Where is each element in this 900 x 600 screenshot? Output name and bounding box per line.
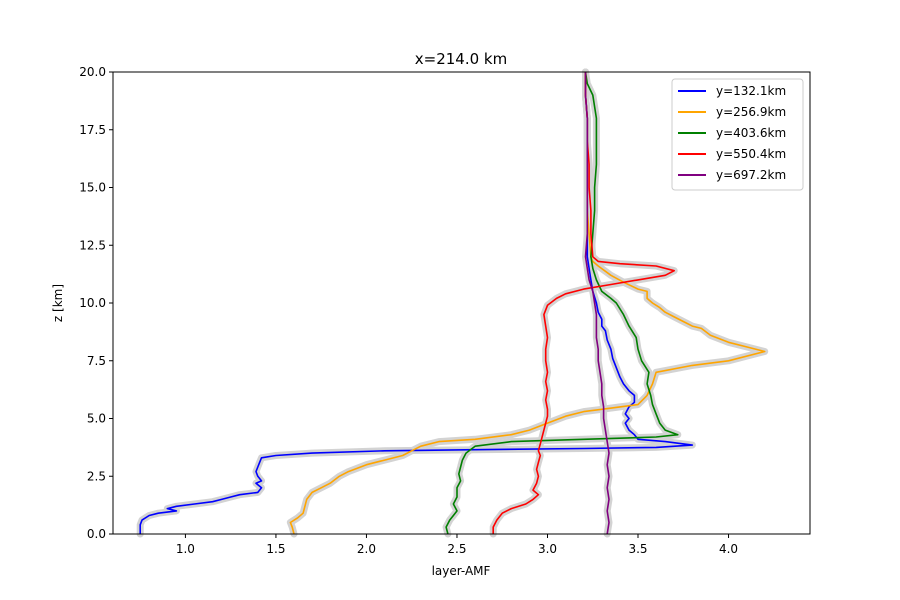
y-tick-label: 0.0 xyxy=(87,527,106,541)
series-lines xyxy=(139,71,766,535)
y-tick-label: 10.0 xyxy=(79,296,106,310)
legend-label-0: y=132.1km xyxy=(716,84,786,98)
y-tick-label: 15.0 xyxy=(79,181,106,195)
legend: y=132.1km y=256.9km y=403.6km y=550.4km y=69… xyxy=(671,78,804,191)
x-tick-label: 4.0 xyxy=(719,542,738,556)
x-axis-label: layer-AMF xyxy=(432,564,491,578)
legend-label-4: y=697.2km xyxy=(716,168,786,182)
series-line-0 xyxy=(139,72,694,534)
x-tick-label: 3.0 xyxy=(538,542,557,556)
legend-box xyxy=(671,78,804,191)
series-line-4 xyxy=(584,72,610,535)
x-tick-label: 2.0 xyxy=(357,542,376,556)
x-tick-label: 1.0 xyxy=(176,542,195,556)
y-axis-label: z [km] xyxy=(51,284,65,322)
series-line-1 xyxy=(289,72,766,535)
chart-title: x=214.0 km xyxy=(415,50,507,68)
y-tick-label: 5.0 xyxy=(87,412,106,426)
y-tick-label: 2.5 xyxy=(87,469,106,483)
legend-label-3: y=550.4km xyxy=(716,147,786,161)
series-line-2 xyxy=(445,71,679,535)
y-tick-label: 12.5 xyxy=(79,238,106,252)
y-tick-label: 20.0 xyxy=(79,65,106,79)
y-tick-label: 7.5 xyxy=(87,354,106,368)
series-line-3 xyxy=(492,72,676,534)
y-tick-label: 17.5 xyxy=(79,123,106,137)
x-tick-label: 3.5 xyxy=(628,542,647,556)
x-tick-label: 2.5 xyxy=(447,542,466,556)
axes: 1.0 1.5 2.0 2.5 3.0 3.5 4.0 0.0 2.5 5.0 7.5 10.0 12.… xyxy=(79,65,811,556)
legend-label-2: y=403.6km xyxy=(716,126,786,140)
x-tick-label: 1.5 xyxy=(266,542,285,556)
legend-label-1: y=256.9km xyxy=(716,105,786,119)
